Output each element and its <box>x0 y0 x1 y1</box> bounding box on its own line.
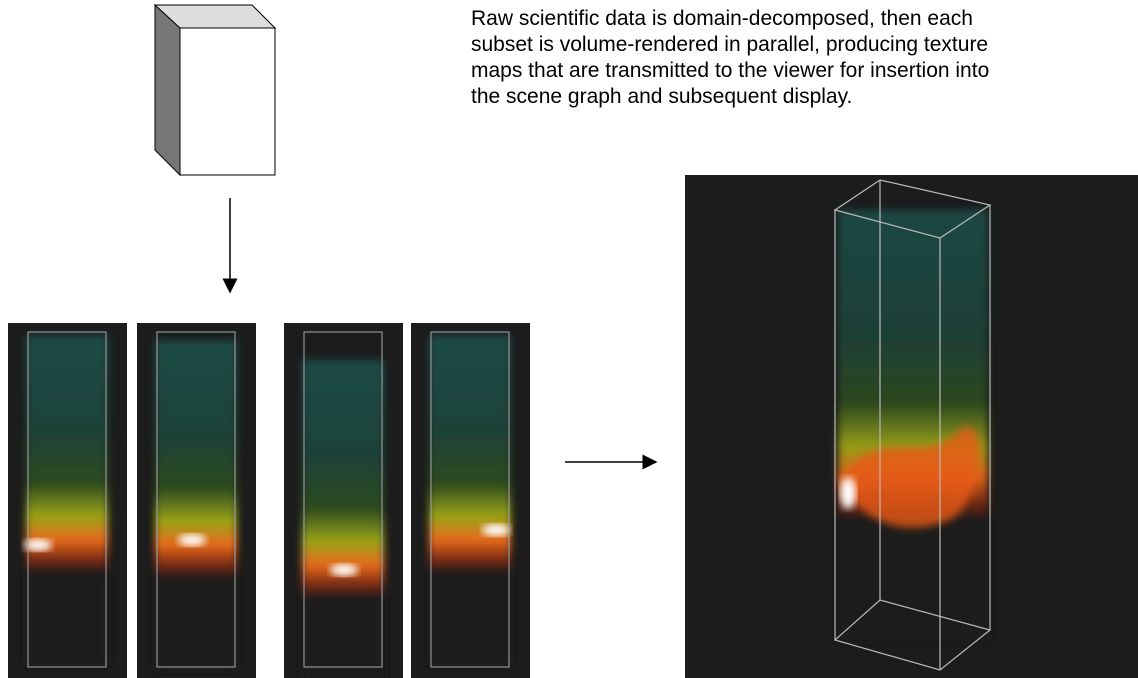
caption-line: maps that are transmitted to the viewer … <box>471 58 989 84</box>
caption-line: subset is volume-rendered in parallel, p… <box>471 32 989 58</box>
page: Raw scientific data is domain-decomposed… <box>0 0 1138 678</box>
caption-line: Raw scientific data is domain-decomposed… <box>471 6 989 32</box>
subset-render <box>411 323 530 678</box>
caption-line: the scene graph and subsequent display. <box>471 84 989 110</box>
caption: Raw scientific data is domain-decomposed… <box>471 6 989 110</box>
data-box <box>155 5 275 175</box>
composite-render <box>685 175 1138 678</box>
subset-render <box>8 323 127 678</box>
subset-render <box>137 323 256 678</box>
subset-render <box>284 323 403 678</box>
